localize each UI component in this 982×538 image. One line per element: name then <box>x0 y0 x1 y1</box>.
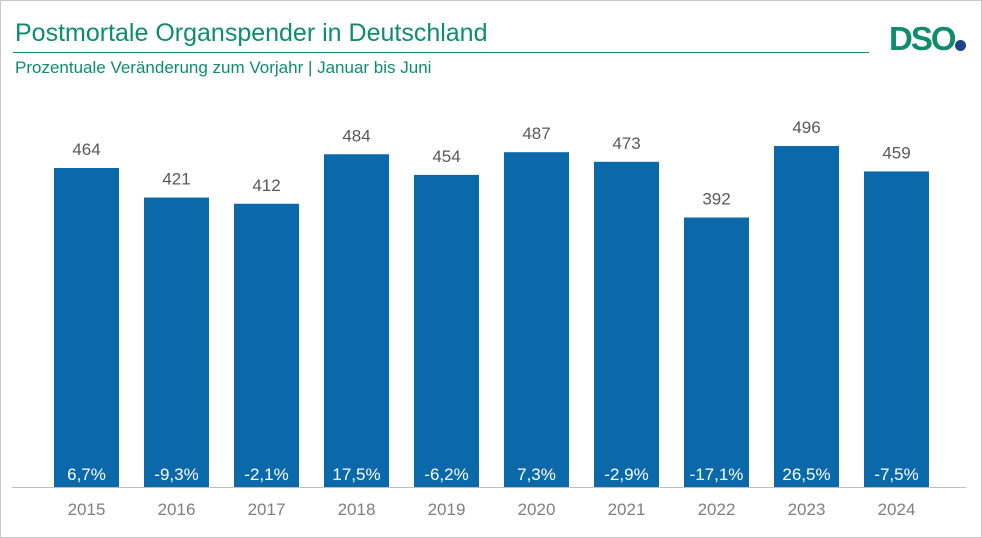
bar-2015 <box>54 168 119 487</box>
change-label-2016: -9,3% <box>154 465 198 484</box>
bar-2020 <box>504 152 569 487</box>
title-divider <box>13 52 869 53</box>
bar-2019 <box>414 174 479 487</box>
x-tick-label-2019: 2019 <box>428 500 466 519</box>
value-label-2016: 421 <box>162 170 190 189</box>
x-tick-label-2020: 2020 <box>518 500 556 519</box>
change-label-2019: -6,2% <box>424 465 468 484</box>
value-label-2019: 454 <box>432 147 460 166</box>
x-tick-label-2021: 2021 <box>608 500 646 519</box>
change-label-2023: 26,5% <box>782 465 830 484</box>
x-tick-label-2017: 2017 <box>248 500 286 519</box>
value-label-2022: 392 <box>702 190 730 209</box>
chart-subtitle: Prozentuale Veränderung zum Vorjahr | Ja… <box>15 58 432 77</box>
value-label-2023: 496 <box>792 118 820 137</box>
value-label-2020: 487 <box>522 124 550 143</box>
value-label-2024: 459 <box>882 143 910 162</box>
change-label-2020: 7,3% <box>517 465 556 484</box>
bar-2021 <box>594 161 659 487</box>
change-label-2024: -7,5% <box>874 465 918 484</box>
bar-2022 <box>684 217 749 487</box>
change-label-2015: 6,7% <box>67 465 106 484</box>
x-tick-label-2015: 2015 <box>68 500 106 519</box>
change-label-2021: -2,9% <box>604 465 648 484</box>
bar-2017 <box>234 203 299 487</box>
value-label-2021: 473 <box>612 134 640 153</box>
x-tick-label-2024: 2024 <box>878 500 916 519</box>
x-tick-label-2018: 2018 <box>338 500 376 519</box>
value-label-2015: 464 <box>72 140 100 159</box>
change-label-2018: 17,5% <box>332 465 380 484</box>
bar-2023 <box>774 146 839 487</box>
x-tick-label-2023: 2023 <box>788 500 826 519</box>
value-label-2018: 484 <box>342 126 370 145</box>
value-label-2017: 412 <box>252 176 280 195</box>
change-label-2022: -17,1% <box>690 465 744 484</box>
x-tick-label-2022: 2022 <box>698 500 736 519</box>
bar-2016 <box>144 197 209 487</box>
bar-2024 <box>864 171 929 487</box>
chart-title: Postmortale Organspender in Deutschland <box>15 19 488 47</box>
x-tick-label-2016: 2016 <box>158 500 196 519</box>
bar-2018 <box>324 154 389 487</box>
dso-logo: DSO <box>889 19 971 59</box>
dso-logo-text: DSO <box>889 20 957 57</box>
logo-dot-icon <box>955 40 966 51</box>
change-label-2017: -2,1% <box>244 465 288 484</box>
